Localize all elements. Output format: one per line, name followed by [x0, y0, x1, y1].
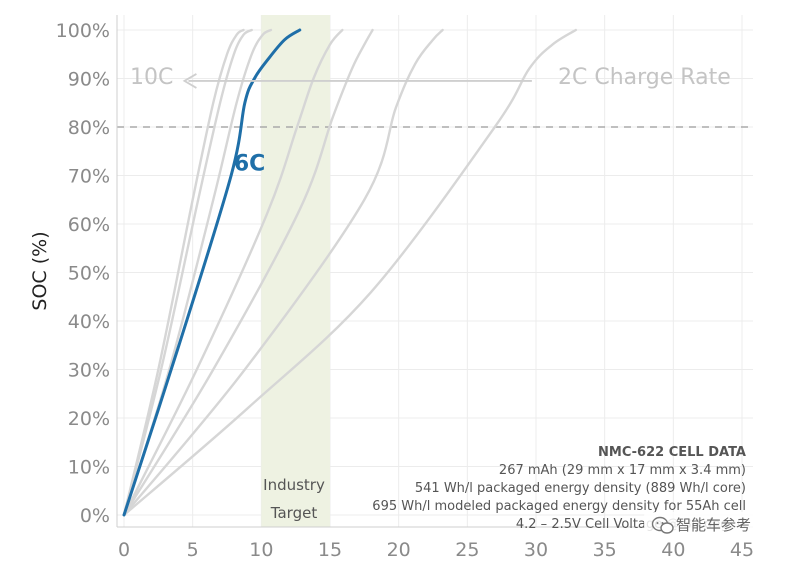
series-line-10c [122, 28, 245, 517]
x-tick-label-40: 40 [661, 539, 685, 561]
annotation-layer: 10C 2C Charge Rate 6C [130, 65, 731, 177]
y-axis-label: SOC (%) [29, 231, 51, 310]
watermark: 智能车参考 [644, 512, 778, 538]
y-tick-label-40: 40% [68, 311, 110, 333]
y-tick-label-30: 30% [68, 360, 110, 382]
industry-target-label-line-2: Target [270, 504, 318, 522]
industry-target-band [261, 15, 330, 527]
annotation-10c-label: 10C [130, 65, 173, 90]
x-tick-label-15: 15 [318, 539, 342, 561]
industry-target-band-layer [261, 15, 330, 527]
series-line-curve-2 [122, 28, 253, 517]
charge-rate-arrow [182, 73, 532, 89]
series-line-2c [122, 28, 578, 517]
series-line-curve-6 [122, 28, 374, 517]
x-tick-label-35: 35 [593, 539, 617, 561]
cell-data-line-1: 267 mAh (29 mm x 17 mm x 3.4 mm) [499, 463, 746, 478]
y-tick-label-20: 20% [68, 408, 110, 430]
y-tick-label-50: 50% [68, 263, 110, 285]
industry-target-label-line-1: Industry [263, 476, 325, 494]
y-tick-label-10: 10% [68, 457, 110, 479]
charge-rate-arrow-head [182, 73, 197, 89]
series-line-curve-7 [122, 28, 444, 517]
x-tick-label-5: 5 [187, 539, 199, 561]
x-tick-label-20: 20 [387, 539, 411, 561]
annotation-6c-label: 6C [234, 152, 265, 177]
watermark-backdrop [644, 512, 778, 538]
cell-data-title: NMC-622 CELL DATA [598, 445, 746, 460]
y-tick-label-0: 0% [80, 505, 110, 527]
y-tick-label-80: 80% [68, 117, 110, 139]
y-tick-label-90: 90% [68, 69, 110, 91]
x-tick-label-25: 25 [455, 539, 479, 561]
x-tick-label-45: 45 [730, 539, 754, 561]
cell-data-line-3: 695 Wh/l modeled packaged energy density… [372, 499, 746, 514]
cell-data-line-2: 541 Wh/l packaged energy density (889 Wh… [415, 481, 746, 496]
y-tick-label-60: 60% [68, 214, 110, 236]
y-tick-label-70: 70% [68, 166, 110, 188]
tick-label-layer: 0% 10% 20% 30% 40% 50% 60% 70% 80% 90% 100% 0 5 10 15 2… [56, 20, 754, 561]
annotation-2c-charge-rate-label: 2C Charge Rate [558, 65, 731, 90]
series-line-curve-5 [122, 28, 344, 517]
x-tick-label-0: 0 [118, 539, 130, 561]
series-line-6c [122, 28, 302, 517]
watermark-text: 智能车参考 [676, 516, 751, 534]
plot-area [117, 15, 753, 527]
x-tick-label-30: 30 [524, 539, 548, 561]
wechat-icon [651, 516, 674, 534]
x-tick-label-10: 10 [249, 539, 273, 561]
y-tick-label-100: 100% [56, 20, 110, 42]
series-layer [122, 28, 578, 517]
